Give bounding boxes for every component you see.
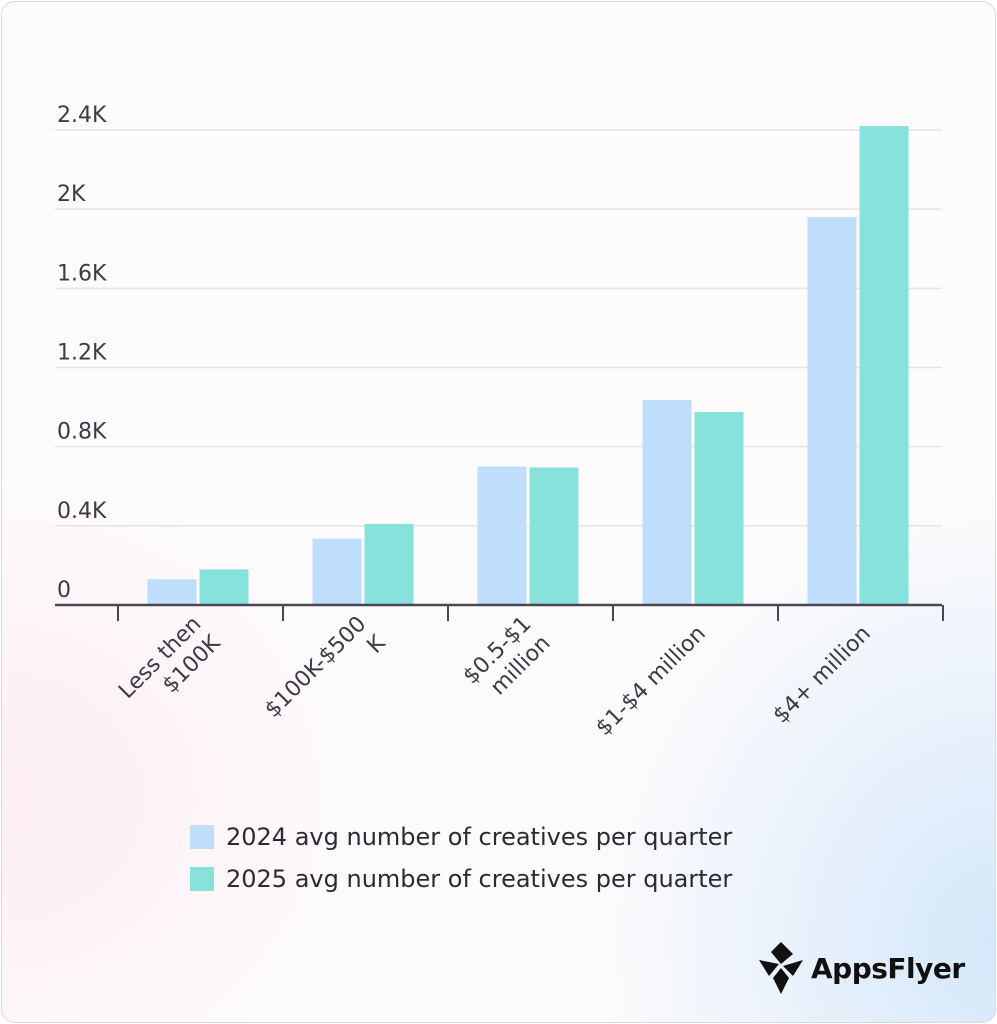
- bar: [807, 217, 857, 606]
- y-tick-label: 1.2K: [57, 341, 107, 366]
- appsflyer-logo-text: AppsFlyer: [811, 951, 965, 985]
- bar: [477, 466, 527, 605]
- legend: 2024 avg number of creatives per quarter…: [190, 816, 732, 900]
- bar: [199, 569, 249, 605]
- legend-swatch-2024: [190, 825, 214, 849]
- legend-item-2025: 2025 avg number of creatives per quarter: [190, 858, 732, 900]
- legend-swatch-2025: [190, 867, 214, 891]
- legend-label-2025: 2025 avg number of creatives per quarter: [226, 865, 733, 893]
- bar: [642, 400, 692, 605]
- x-category-label-line: $4+ million: [769, 621, 876, 728]
- y-tick-label: 0.4K: [57, 499, 107, 524]
- x-category-label-line: $1-$4 million: [591, 621, 711, 741]
- y-tick-label: 2K: [57, 182, 86, 207]
- y-tick-label: 2.4K: [57, 103, 107, 128]
- x-category-label-line: K: [363, 630, 391, 658]
- bar: [529, 467, 579, 605]
- x-category-label: $4+ million: [769, 621, 876, 728]
- x-category-label: Less then$100K: [114, 612, 226, 704]
- legend-label-2024: 2024 avg number of creatives per quarter: [226, 823, 733, 851]
- y-tick-label: 1.6K: [57, 261, 107, 286]
- legend-item-2024: 2024 avg number of creatives per quarter: [190, 816, 732, 858]
- bar: [364, 523, 414, 605]
- bar: [312, 538, 362, 605]
- y-tick-label: 0: [57, 578, 71, 603]
- x-category-label: $1-$4 million: [591, 621, 711, 741]
- appsflyer-logo-icon: [759, 942, 803, 994]
- bar: [147, 579, 197, 605]
- bar: [859, 126, 909, 606]
- x-category-label-line: $100K-$500: [260, 612, 371, 723]
- y-tick-label: 0.8K: [57, 420, 107, 445]
- appsflyer-logo: AppsFlyer: [759, 940, 965, 996]
- bar: [694, 412, 744, 605]
- bar-chart: 0 0.4K 0.8K 1.2K 1.6K 2K 2.4K Less then$100K $10…: [55, 103, 944, 741]
